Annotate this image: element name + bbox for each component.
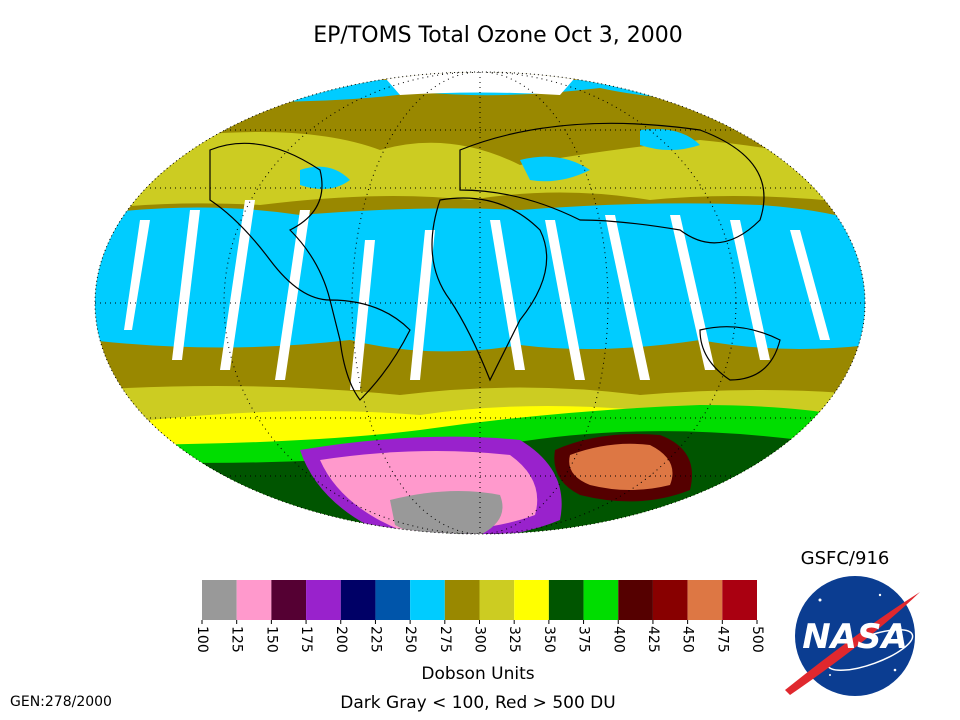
credit: GSFC/916 bbox=[801, 548, 890, 569]
ozone-map bbox=[95, 72, 865, 534]
nasa-logo: NASA bbox=[785, 576, 920, 696]
colorbar-tick-label: 325 bbox=[506, 626, 522, 653]
colorbar-label: Dobson Units bbox=[421, 664, 534, 684]
colorbar-swatch bbox=[271, 580, 307, 620]
coastlines bbox=[209, 122, 781, 401]
generation-label: GEN:278/2000 bbox=[10, 694, 112, 710]
colorbar: 100 125 150 175 200 225 250 275 300 325 350 375 400 4… bbox=[194, 580, 765, 653]
colorbar-tick-label: 425 bbox=[645, 626, 661, 653]
colorbar-tick-label: 300 bbox=[472, 626, 488, 653]
colorbar-swatch bbox=[548, 580, 584, 620]
colorbar-swatch bbox=[306, 580, 341, 620]
colorbar-swatch bbox=[583, 580, 619, 620]
colorbar-swatch bbox=[202, 580, 237, 620]
colorbar-tick-label: 150 bbox=[263, 626, 279, 653]
colorbar-note: Dark Gray < 100, Red > 500 DU bbox=[340, 693, 615, 713]
colorbar-tick-label: 275 bbox=[437, 626, 453, 653]
colorbar-tick-label: 225 bbox=[367, 626, 383, 653]
colorbar-tick-label: 500 bbox=[749, 626, 765, 653]
colorbar-swatch bbox=[687, 580, 723, 620]
colorbar-swatch bbox=[340, 580, 376, 620]
colorbar-tick-label: 475 bbox=[714, 626, 730, 653]
colorbar-swatch bbox=[444, 580, 480, 620]
colorbar-tick-label: 250 bbox=[402, 626, 418, 653]
colorbar-tick-label: 450 bbox=[680, 626, 696, 653]
colorbar-tick-label: 350 bbox=[541, 626, 557, 653]
colorbar-tick-label: 175 bbox=[298, 626, 314, 653]
map-border bbox=[94, 71, 866, 535]
colorbar-swatch bbox=[618, 580, 653, 620]
colorbar-tick-label: 400 bbox=[610, 626, 626, 653]
data-gaps bbox=[124, 72, 830, 390]
colorbar-swatch bbox=[722, 580, 757, 620]
logo-text: NASA bbox=[802, 617, 908, 657]
colorbar-tick-label: 100 bbox=[194, 626, 210, 653]
map-title: EP/TOMS Total Ozone Oct 3, 2000 bbox=[313, 23, 682, 48]
colorbar-swatch bbox=[514, 580, 549, 620]
colorbar-swatch bbox=[375, 580, 411, 620]
colorbar-swatch bbox=[479, 580, 515, 620]
colorbar-tick-label: 375 bbox=[576, 626, 592, 653]
colorbar-swatch bbox=[652, 580, 688, 620]
colorbar-swatch bbox=[410, 580, 445, 620]
colorbar-tick-label: 200 bbox=[333, 626, 349, 653]
colorbar-swatch bbox=[236, 580, 272, 620]
colorbar-tick-label: 125 bbox=[229, 626, 245, 653]
